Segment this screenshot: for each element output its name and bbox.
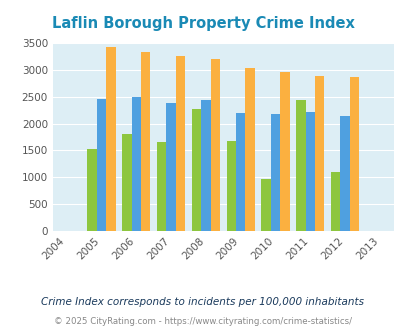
Bar: [201, 100, 210, 231]
Bar: [349, 77, 358, 231]
Bar: [141, 52, 150, 231]
Bar: [157, 142, 166, 231]
Bar: [314, 76, 324, 231]
Bar: [226, 141, 235, 231]
Bar: [191, 109, 201, 231]
Bar: [296, 100, 305, 231]
Bar: [235, 113, 245, 231]
Bar: [245, 68, 254, 231]
Bar: [106, 47, 115, 231]
Bar: [279, 72, 289, 231]
Bar: [131, 97, 141, 231]
Bar: [339, 116, 349, 231]
Text: Laflin Borough Property Crime Index: Laflin Borough Property Crime Index: [51, 16, 354, 31]
Bar: [270, 114, 279, 231]
Bar: [96, 99, 106, 231]
Bar: [330, 172, 339, 231]
Bar: [305, 112, 314, 231]
Text: © 2025 CityRating.com - https://www.cityrating.com/crime-statistics/: © 2025 CityRating.com - https://www.city…: [54, 317, 351, 326]
Bar: [261, 180, 270, 231]
Bar: [166, 103, 175, 231]
Bar: [122, 134, 131, 231]
Bar: [210, 59, 220, 231]
Bar: [175, 56, 185, 231]
Text: Crime Index corresponds to incidents per 100,000 inhabitants: Crime Index corresponds to incidents per…: [41, 297, 364, 307]
Bar: [87, 149, 96, 231]
